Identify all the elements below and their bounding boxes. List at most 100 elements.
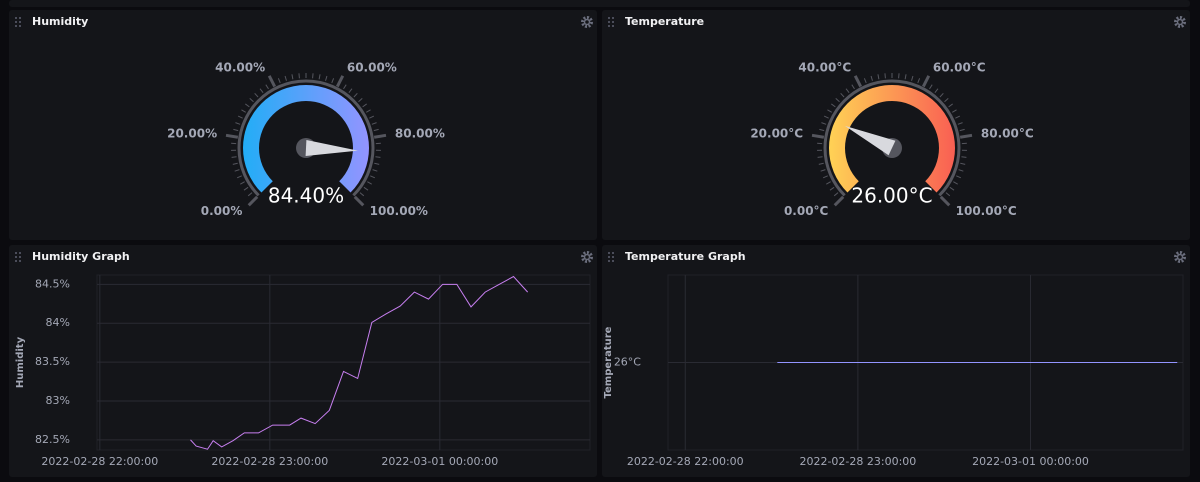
gauge-minor-tick (375, 156, 381, 158)
gauge-value: 84.40% (268, 184, 344, 208)
gauge-minor-tick (247, 192, 253, 197)
drag-dot (612, 256, 614, 258)
gauge-minor-tick (960, 162, 966, 165)
gauge-tick-label: 80.00% (395, 126, 445, 140)
gauge-minor-tick (826, 181, 831, 185)
y-tick-label: 83.5% (35, 355, 70, 368)
panel-edge (9, 0, 1190, 7)
gear-hub (1176, 253, 1184, 261)
gear-icon[interactable] (581, 251, 593, 263)
gauge-tick-label: 100.00°C (956, 204, 1017, 218)
gauge-minor-tick (284, 75, 287, 81)
drag-dot (15, 21, 17, 23)
panel: Temperature Graph (602, 245, 1190, 477)
gauge-minor-tick (833, 192, 839, 197)
gauge-minor-tick (236, 175, 242, 179)
gauge-minor-tick (821, 122, 827, 125)
y-tick-label: 84% (46, 316, 70, 329)
panel-bg (9, 10, 597, 240)
gauge-major-tick (833, 195, 845, 207)
drag-dot (19, 252, 21, 254)
gauge-minor-tick (374, 162, 380, 165)
gauge-minor-tick (951, 109, 957, 113)
drag-dot (19, 256, 21, 258)
x-tick-label: 2022-02-28 23:00:00 (211, 455, 328, 468)
drag-dot (608, 260, 610, 262)
gauge-major-tick (373, 133, 387, 139)
x-tick-label: 2022-02-28 23:00:00 (799, 455, 916, 468)
gauge-minor-tick (949, 186, 955, 191)
gauge-value: 26.00°C (851, 184, 932, 208)
gauge-minor-tick (254, 92, 259, 98)
gauge-tick-label: 40.00°C (798, 60, 851, 74)
panel: Humidity (9, 10, 597, 240)
gauge-major-tick (335, 75, 345, 88)
gauge-minor-tick (817, 156, 823, 158)
gear-icon[interactable] (581, 16, 593, 28)
gauge-tick-label: 20.00% (167, 126, 217, 140)
gauge-minor-tick (370, 175, 376, 179)
drag-dot (19, 25, 21, 27)
gauge-minor-tick (232, 162, 238, 165)
gear-hub (1176, 18, 1184, 26)
gauge-tick-label: 100.00% (370, 204, 428, 218)
gear-icon[interactable] (1174, 16, 1186, 28)
gauge-minor-tick (939, 92, 944, 98)
gauge-minor-tick (240, 181, 245, 185)
gauge-minor-tick (956, 175, 962, 179)
x-tick-label: 2022-03-01 00:00:00 (972, 455, 1089, 468)
drag-dot (608, 256, 610, 258)
drag-dot (15, 252, 17, 254)
gauge-minor-tick (235, 122, 241, 125)
gauge-minor-tick (911, 75, 914, 81)
drag-dot (19, 17, 21, 19)
panel-title: Temperature (625, 15, 704, 28)
gauge-major-tick (921, 75, 931, 88)
x-tick-label: 2022-03-01 00:00:00 (381, 455, 498, 468)
gauge-major-tick (353, 195, 365, 207)
gauge-minor-tick (934, 88, 939, 93)
gauge-minor-tick (243, 186, 249, 191)
drag-dot (608, 17, 610, 19)
gauge-ring (823, 79, 961, 197)
gauge-minor-tick (277, 78, 281, 84)
drag-dot (15, 256, 17, 258)
drag-dot (15, 17, 17, 19)
gauge-minor-tick (353, 92, 358, 98)
drag-dot (612, 252, 614, 254)
gauge-minor-tick (863, 78, 867, 84)
gauge-minor-tick (231, 156, 237, 158)
drag-dot (608, 21, 610, 23)
gauge-minor-tick (372, 169, 378, 172)
gauge-band (243, 85, 370, 193)
y-axis-label: Temperature (603, 326, 614, 398)
gauge-minor-tick (291, 74, 294, 80)
gauge-major-tick (225, 133, 239, 139)
gauge-minor-tick (831, 103, 836, 108)
gauge-tick-label: 0.00°C (784, 204, 829, 218)
gauge-minor-tick (241, 109, 247, 113)
gauge-minor-tick (948, 103, 953, 108)
panel-bg (9, 245, 597, 477)
gauge-minor-tick (829, 186, 835, 191)
gear-hub (583, 253, 591, 261)
gauge-tick-label: 20.00°C (750, 126, 803, 140)
gauge-tick-label: 60.00% (347, 60, 397, 74)
gauge-minor-tick (259, 88, 264, 93)
gauge-band (829, 85, 956, 193)
data-line (190, 275, 529, 450)
gear-icon[interactable] (1174, 251, 1186, 263)
panel: Humidity Graph (9, 245, 597, 477)
y-tick-label: 82.5% (35, 433, 70, 446)
gauge-minor-tick (845, 88, 850, 93)
gauge-minor-tick (840, 92, 845, 98)
gauge-minor-tick (955, 115, 961, 119)
gauge-major-tick (853, 75, 863, 88)
gauge-minor-tick (944, 98, 949, 103)
gauge-minor-tick (369, 115, 375, 119)
gauge-minor-tick (835, 98, 840, 103)
drag-dot (612, 260, 614, 262)
gauge-minor-tick (961, 156, 967, 158)
panel-bg (602, 10, 1190, 240)
